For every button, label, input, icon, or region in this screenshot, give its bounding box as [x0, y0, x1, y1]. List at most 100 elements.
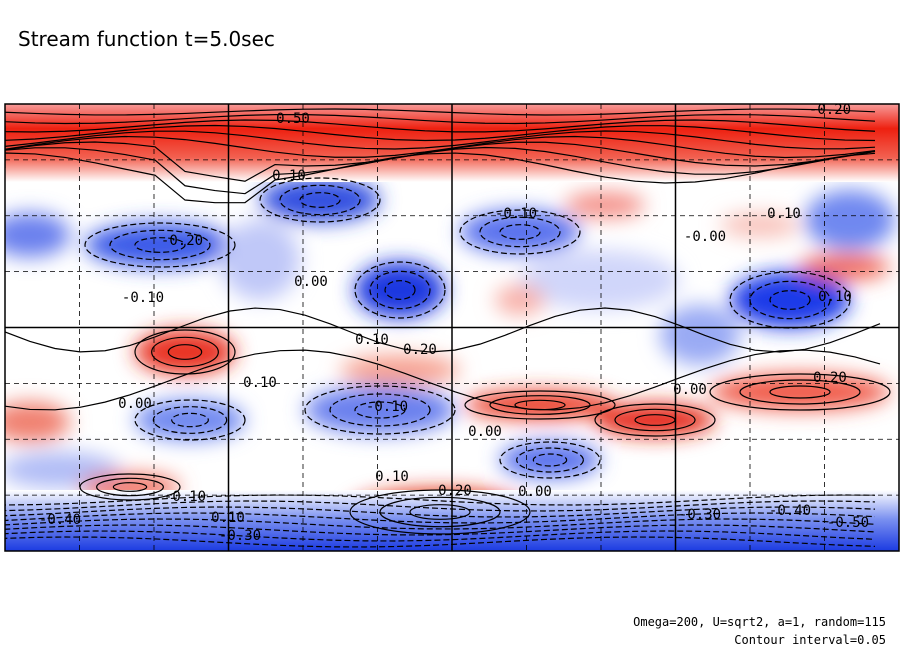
contour-label: 0.20 [438, 483, 472, 499]
contour-label: -0.00 [684, 229, 726, 245]
contour-line [349, 489, 531, 535]
contour-label: 0.10 [211, 510, 245, 526]
color-region [730, 272, 850, 328]
plot-frame [4, 103, 900, 552]
contour-line [109, 229, 211, 261]
contour-line [614, 408, 696, 432]
contour-line [134, 237, 186, 253]
contour-label: 0.10 [818, 289, 852, 305]
contour-line [5, 500, 876, 512]
contour-line [516, 447, 584, 473]
contour-line [739, 379, 861, 405]
contour-line [5, 152, 876, 204]
contour-line [304, 385, 456, 435]
color-region [805, 190, 895, 250]
contour-line [259, 177, 381, 223]
contour-line [5, 530, 876, 542]
contour-line [749, 280, 831, 320]
contour-line [5, 349, 881, 411]
color-region [495, 285, 545, 315]
contour-line [464, 390, 616, 420]
field [5, 104, 899, 551]
contour-label: 0.10 [767, 206, 801, 222]
contour-line [5, 307, 881, 353]
contour-label: 0.00 [118, 396, 152, 412]
color-region [465, 391, 615, 419]
contour-label: -0.40 [39, 512, 81, 528]
contour-label: -0.10 [495, 206, 537, 222]
contour-line [594, 403, 716, 437]
color-region [85, 223, 235, 267]
color-region [595, 404, 715, 436]
contour-label: 0.20 [403, 342, 437, 358]
contour-line [5, 124, 876, 142]
contour-line [5, 518, 876, 530]
contour-line [151, 336, 219, 368]
contour-line [5, 512, 876, 524]
contour-line [5, 146, 876, 195]
contour-label: -0.10 [366, 399, 408, 415]
color-region [5, 213, 70, 257]
contour-line [167, 344, 203, 360]
color-region [135, 330, 235, 374]
contour-label: 0.00 [673, 382, 707, 398]
color-region [500, 442, 600, 478]
contour-label: -0.50 [827, 515, 869, 531]
contour-line [5, 119, 876, 133]
note: Contour interval=0.05 [734, 633, 886, 647]
color-region [520, 250, 680, 310]
contour-line [5, 494, 876, 506]
contour-label: 0.10 [243, 375, 277, 391]
contour-label: -0.20 [809, 102, 851, 118]
contour-label: -0.20 [161, 233, 203, 249]
contour-label: 0.00 [518, 484, 552, 500]
contour-label: 0.10 [355, 332, 389, 348]
contour-line [729, 271, 851, 329]
contour-line [299, 192, 341, 208]
contours [5, 108, 891, 548]
contour-line [134, 399, 246, 441]
contour-line [79, 473, 181, 501]
contour-label: -0.40 [769, 503, 811, 519]
contour-label: 0.10 [272, 168, 306, 184]
contour-line [499, 224, 541, 240]
contour-line [379, 496, 501, 528]
color-region [565, 192, 645, 218]
color-region [135, 400, 245, 440]
contour-line [329, 393, 431, 427]
contour-line [5, 536, 876, 548]
contour-line [5, 130, 876, 150]
contour-line [134, 329, 236, 375]
contour-line [354, 401, 406, 419]
contour-line [489, 395, 591, 415]
color-region [220, 220, 300, 300]
contour-line [409, 504, 471, 520]
contour-line [279, 184, 361, 216]
contour-line [769, 290, 811, 310]
note: Omega=200, U=sqrt2, a=1, random=115 [633, 615, 886, 629]
contour-label: 0.00 [294, 274, 328, 290]
contour-line [479, 216, 561, 248]
contour-line [369, 270, 431, 310]
color-fill [5, 178, 895, 534]
color-region [460, 210, 580, 254]
chart-title: Stream function t=5.0sec [18, 27, 275, 51]
contour-label: 0.20 [813, 370, 847, 386]
contour-line [769, 385, 831, 399]
contour-line [384, 280, 416, 300]
contour-label: 0.00 [468, 424, 502, 440]
color-region [660, 305, 740, 365]
color-region [340, 355, 460, 385]
color-region [260, 178, 380, 222]
contour-labels: 0.50 -0.20 0.10 -0.10 -0.20 0.00 -0.10 0.10 0.10… [39, 102, 869, 544]
contour-line [112, 482, 148, 492]
contour-line [171, 412, 209, 428]
contour-label: -0.30 [679, 507, 721, 523]
contour-line [499, 441, 601, 479]
contour-line [5, 113, 876, 125]
contour-label: -0.30 [219, 528, 261, 544]
contour-line [152, 406, 228, 434]
contour-line [5, 135, 876, 159]
